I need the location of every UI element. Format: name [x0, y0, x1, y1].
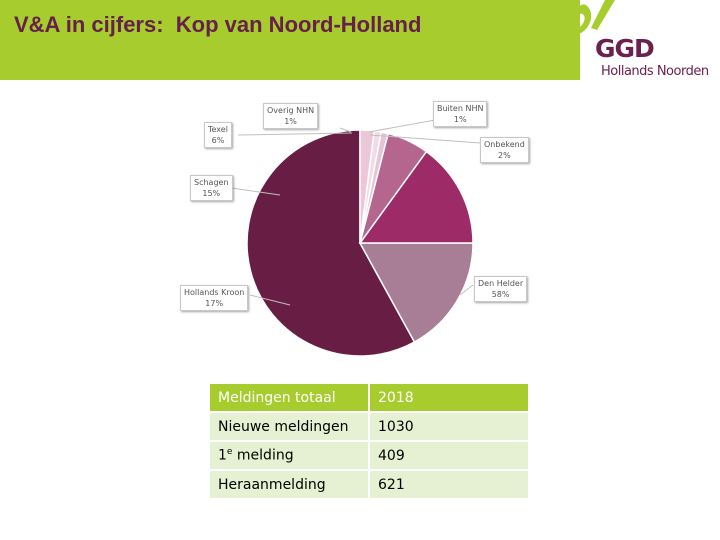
leader-line [237, 132, 353, 136]
pie-slice-hollands-kroon [358, 242, 474, 344]
slice-value: 6% [211, 136, 225, 145]
logo-swoosh-icon [542, 0, 615, 80]
slice-name: Buiten NHN [437, 104, 484, 113]
table-cell-label: Nieuwe meldingen [208, 411, 370, 442]
slice-value: 2% [498, 151, 511, 160]
slice-name: Den Helder [478, 279, 524, 288]
slice-name: Texel [208, 125, 228, 134]
table-header-row: Meldingen totaal 2018 [208, 382, 530, 413]
table-cell-value: 1030 [368, 411, 530, 442]
pie-chart: Overig NHN 1% Buiten NHN 1% Texel 6% Onb… [170, 95, 540, 370]
leader-line [249, 294, 291, 306]
leader-line [369, 134, 481, 144]
callout-texel: Texel 6% [204, 122, 232, 148]
label-superscript: e [226, 447, 233, 458]
callout-hollands-kroon: Hollands Kroon 17% [180, 285, 249, 311]
slice-name: Hollands Kroon [184, 288, 245, 297]
table-row: Heraanmelding 621 [208, 469, 530, 500]
slice-name: Onbekend [484, 140, 525, 149]
table-cell-value: 2018 [368, 382, 530, 413]
logo-subtitle: Hollands Noorden [601, 64, 709, 79]
table-cell-value: 621 [368, 469, 530, 500]
leader-line [339, 127, 352, 133]
slice-value: 58% [491, 290, 510, 299]
ggd-logo: GGD Hollands Noorden [535, 0, 720, 85]
slice-value: 1% [453, 115, 467, 124]
pie-slice-den-helder [246, 129, 416, 357]
callout-onbekend: Onbekend 2% [480, 137, 529, 163]
label-rest: melding [232, 447, 294, 464]
title-bar: V&A in cijfers: Kop van Noord-Holland [0, 0, 580, 80]
pie-slice-schagen [358, 150, 474, 244]
table-cell-label: 1e melding [208, 440, 370, 471]
callout-schagen: Schagen 15% [190, 175, 233, 201]
slice-value: 17% [205, 299, 224, 308]
meldingen-table: Meldingen totaal 2018 Nieuwe meldingen 1… [208, 382, 530, 500]
table-cell-label: Meldingen totaal [208, 382, 370, 413]
callout-overig-nhn: Overig NHN 1% [263, 103, 319, 129]
callout-den-helder: Den Helder 58% [474, 276, 528, 302]
slice-value: 15% [202, 189, 221, 198]
table-cell-label: Heraanmelding [208, 469, 370, 500]
leader-line [459, 284, 474, 296]
callout-buiten-nhn: Buiten NHN 1% [433, 101, 488, 127]
table-row: 1e melding 409 [208, 440, 530, 471]
label-base: 1 [218, 447, 227, 464]
table-cell-value: 409 [368, 440, 530, 471]
leader-line [223, 186, 281, 196]
pie-chart-svg [223, 119, 481, 357]
slice-value: 1% [284, 117, 297, 126]
slice-name: Overig NHN [267, 106, 315, 115]
page-title: V&A in cijfers: Kop van Noord-Holland [14, 12, 422, 37]
logo-wordmark: GGD [595, 34, 655, 63]
slice-name: Schagen [194, 178, 229, 187]
table-row: Nieuwe meldingen 1030 [208, 411, 530, 442]
leader-line [368, 119, 436, 133]
